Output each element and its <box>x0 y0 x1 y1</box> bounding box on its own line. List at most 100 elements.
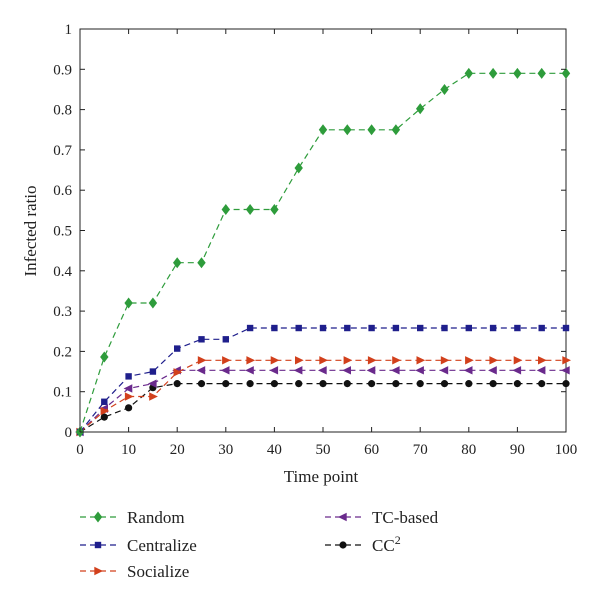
data-point-random <box>294 162 303 174</box>
data-point-socialize <box>562 356 571 365</box>
x-tick-label: 40 <box>267 442 282 458</box>
data-point-socialize <box>197 356 207 365</box>
data-point-random <box>464 67 473 79</box>
data-point-cc2 <box>295 380 303 388</box>
x-tick-label: 0 <box>76 442 84 458</box>
data-point-tcbased <box>536 366 546 375</box>
y-tick-label: 0 <box>65 425 73 441</box>
data-point-socialize <box>149 392 158 401</box>
data-point-random <box>197 257 206 269</box>
data-point-tcbased <box>245 366 254 375</box>
data-point-cc2 <box>440 380 449 388</box>
data-point-tcbased <box>488 366 497 375</box>
data-point-cc2 <box>368 380 376 388</box>
data-point-cc2 <box>465 380 473 388</box>
data-point-random <box>148 297 158 309</box>
data-point-random <box>124 297 133 309</box>
data-point-tcbased <box>366 366 376 375</box>
series-line-cc2 <box>79 383 566 433</box>
y-tick-label: 0.7 <box>53 143 72 159</box>
legend-label-cc2: CC2 <box>372 533 401 555</box>
data-point-centralize <box>222 336 229 343</box>
y-axis-title: Infected ratio <box>21 185 40 276</box>
data-point-centralize <box>344 324 351 332</box>
data-point-cc2 <box>173 380 181 388</box>
series-random <box>75 67 571 438</box>
data-point-cc2 <box>197 380 206 388</box>
data-point-centralize <box>514 324 521 332</box>
data-point-cc2 <box>270 380 278 388</box>
data-point-socialize <box>295 356 304 365</box>
y-tick-label: 0.5 <box>53 224 72 240</box>
y-tick-label: 0.1 <box>53 385 72 401</box>
data-point-centralize <box>368 324 375 332</box>
data-point-random <box>537 67 546 79</box>
y-tick-label: 0.8 <box>53 103 72 119</box>
data-point-centralize <box>246 324 254 332</box>
data-point-socialize <box>319 356 328 365</box>
data-point-tcbased <box>269 366 279 375</box>
x-tick-label: 20 <box>170 442 185 458</box>
data-point-random <box>270 204 279 216</box>
x-tick-label: 30 <box>218 442 233 458</box>
data-point-random <box>318 124 328 136</box>
data-point-tcbased <box>123 384 133 393</box>
y-tick-label: 0.3 <box>53 304 72 320</box>
data-point-socialize <box>367 356 377 365</box>
data-point-random <box>173 257 182 269</box>
legend-label-random: Random <box>127 508 185 527</box>
series-layer <box>75 67 571 438</box>
data-point-socialize <box>124 392 134 401</box>
data-point-socialize <box>222 356 231 365</box>
data-point-centralize <box>295 324 302 332</box>
data-point-cc2 <box>222 380 230 388</box>
data-point-socialize <box>513 356 523 365</box>
data-point-centralize <box>417 324 424 332</box>
data-point-centralize <box>319 324 327 332</box>
data-point-centralize <box>538 324 545 332</box>
data-point-tcbased <box>512 366 522 375</box>
data-point-random <box>513 67 522 79</box>
x-tick-label: 60 <box>364 442 379 458</box>
y-tick-label: 0.2 <box>53 344 72 360</box>
data-point-random <box>440 83 449 95</box>
legend-label-superscript: 2 <box>395 533 401 547</box>
x-axis-ticks: 0 10 20 30 40 50 60 70 80 90 100 <box>76 29 577 458</box>
data-point-cc2 <box>246 380 254 388</box>
data-point-centralize <box>489 324 497 332</box>
x-axis-title: Time point <box>284 467 359 486</box>
legend-label-centralize: Centralize <box>127 536 197 555</box>
data-point-socialize <box>440 356 450 365</box>
data-point-socialize <box>538 356 547 365</box>
x-tick-label: 10 <box>121 442 136 458</box>
y-tick-label: 0.6 <box>53 183 72 199</box>
data-point-random <box>416 103 425 115</box>
data-point-centralize <box>465 324 472 332</box>
x-tick-label: 50 <box>316 442 331 458</box>
data-point-random <box>391 124 401 136</box>
legend-item-socialize: Socialize <box>80 562 189 581</box>
y-axis-ticks: 0 0.1 0.2 0.3 0.4 0.5 0.6 0.7 0.8 0.9 1 <box>53 22 566 441</box>
data-point-tcbased <box>318 366 327 375</box>
data-point-tcbased <box>415 366 424 375</box>
data-point-socialize <box>343 356 353 365</box>
data-point-socialize <box>416 356 426 365</box>
data-point-tcbased <box>561 366 570 375</box>
data-point-socialize <box>392 356 401 365</box>
legend-item-cc2: CC2 <box>325 533 401 555</box>
data-point-socialize <box>270 356 280 365</box>
data-point-cc2 <box>513 380 522 388</box>
data-point-cc2 <box>100 413 108 421</box>
y-tick-label: 0.9 <box>53 62 72 78</box>
x-tick-label: 100 <box>555 442 578 458</box>
data-point-centralize <box>562 324 570 332</box>
data-point-socialize <box>489 356 499 365</box>
data-point-cc2 <box>538 380 546 388</box>
series-socialize <box>76 356 571 437</box>
data-point-cc2 <box>125 404 133 412</box>
data-point-tcbased <box>220 366 230 375</box>
data-point-centralize <box>149 368 157 375</box>
data-point-socialize <box>465 356 474 365</box>
y-tick-label: 1 <box>65 22 73 38</box>
data-point-cc2 <box>562 380 570 388</box>
